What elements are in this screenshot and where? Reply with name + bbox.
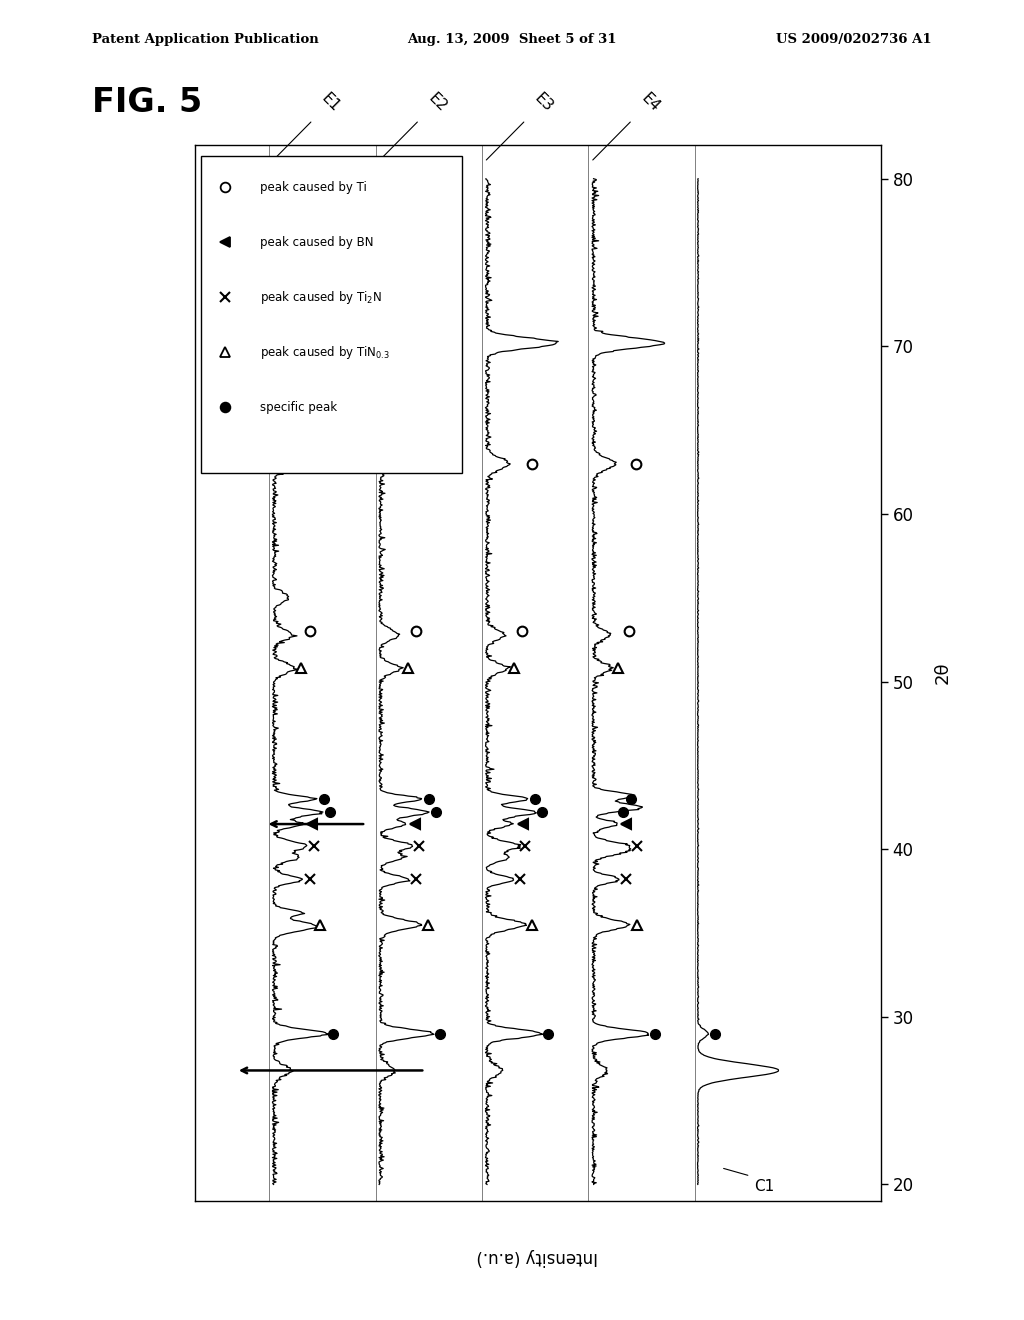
Text: E4: E4 [638,91,663,115]
Text: peak caused by TiN$_{0.3}$: peak caused by TiN$_{0.3}$ [260,343,390,360]
Text: specific peak: specific peak [260,400,337,413]
Text: peak caused by BN: peak caused by BN [260,236,373,249]
Text: peak caused by Ti: peak caused by Ti [260,181,367,194]
Text: C1: C1 [754,1179,774,1195]
Text: E1: E1 [318,91,343,115]
Text: US 2009/0202736 A1: US 2009/0202736 A1 [776,33,932,46]
Bar [202,156,462,473]
Text: Aug. 13, 2009  Sheet 5 of 31: Aug. 13, 2009 Sheet 5 of 31 [408,33,616,46]
Text: E3: E3 [531,91,556,115]
Text: FIG. 5: FIG. 5 [92,86,203,119]
Text: Patent Application Publication: Patent Application Publication [92,33,318,46]
Text: E2: E2 [425,91,450,115]
Text: peak caused by Ti$_2$N: peak caused by Ti$_2$N [260,289,382,306]
Text: Intensity (a.u.): Intensity (a.u.) [477,1247,598,1266]
Text: 2θ: 2θ [934,661,951,685]
